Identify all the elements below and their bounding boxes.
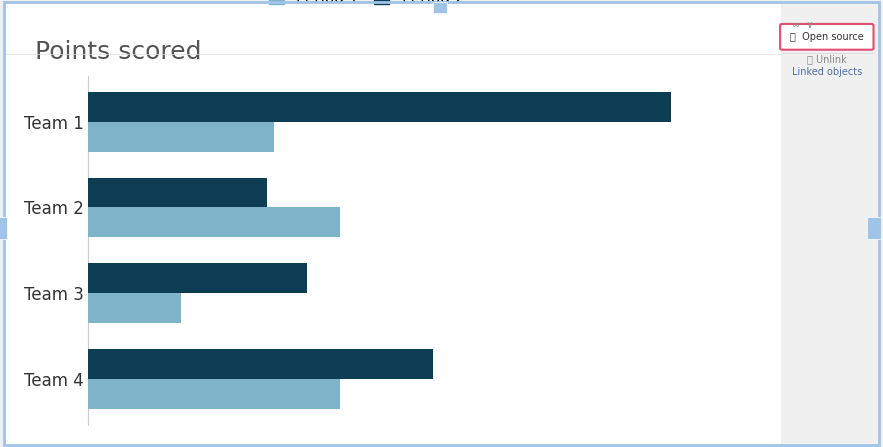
Text: Points scored: Points scored xyxy=(35,40,202,64)
FancyBboxPatch shape xyxy=(780,24,873,50)
Text: ⧁ Unlink: ⧁ Unlink xyxy=(807,54,847,64)
Bar xyxy=(88,122,274,152)
Legend: Period 1, Period 2: Period 1, Period 2 xyxy=(264,0,469,10)
Text: ⧉  Open source: ⧉ Open source xyxy=(790,32,864,42)
Text: Linked objects: Linked objects xyxy=(792,67,862,77)
Bar xyxy=(88,207,340,237)
Bar xyxy=(88,349,433,379)
Bar xyxy=(88,263,307,293)
Bar xyxy=(88,177,268,207)
Bar xyxy=(88,379,340,409)
Bar xyxy=(88,293,181,323)
Text: ∞  ∨: ∞ ∨ xyxy=(792,20,814,30)
Bar xyxy=(88,92,671,122)
